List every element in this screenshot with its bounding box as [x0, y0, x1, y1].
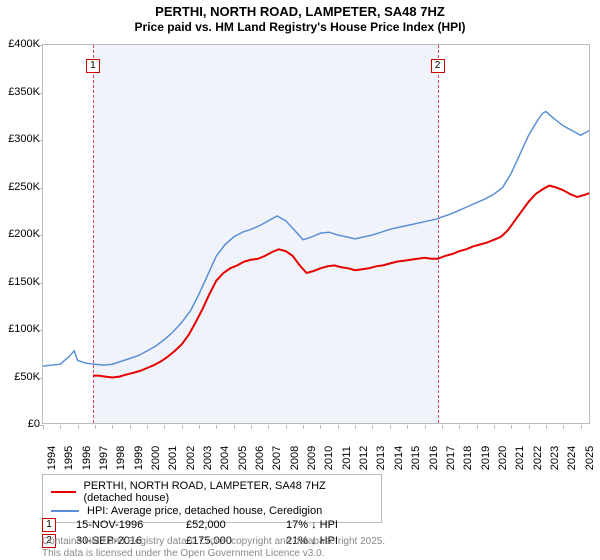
x-tick	[234, 425, 235, 429]
x-tick	[563, 425, 564, 429]
x-tick	[442, 425, 443, 429]
x-tick-label: 2024	[566, 446, 578, 470]
x-tick	[216, 425, 217, 429]
x-tick-label: 1999	[133, 446, 145, 470]
x-tick	[511, 425, 512, 429]
x-tick-label: 2004	[219, 446, 231, 470]
x-tick-label: 2013	[375, 446, 387, 470]
x-tick	[338, 425, 339, 429]
x-tick	[425, 425, 426, 429]
x-tick	[164, 425, 165, 429]
x-tick	[147, 425, 148, 429]
x-tick	[182, 425, 183, 429]
plot-area: 12	[42, 44, 590, 424]
x-tick	[78, 425, 79, 429]
title-line1: PERTHI, NORTH ROAD, LAMPETER, SA48 7HZ	[0, 4, 600, 19]
x-tick-label: 2012	[358, 446, 370, 470]
x-tick	[268, 425, 269, 429]
y-tick-label: £350K	[0, 86, 40, 98]
x-tick	[130, 425, 131, 429]
footnote-date: 15-NOV-1996	[76, 519, 186, 531]
y-tick-label: £200K	[0, 228, 40, 240]
x-tick-label: 2010	[323, 446, 335, 470]
y-tick-label: £0	[0, 418, 40, 430]
y-tick-label: £400K	[0, 38, 40, 50]
x-tick-label: 2002	[185, 446, 197, 470]
x-tick-label: 2007	[271, 446, 283, 470]
x-tick-label: 2011	[341, 446, 353, 470]
x-tick	[320, 425, 321, 429]
x-tick	[372, 425, 373, 429]
x-tick-label: 2015	[410, 446, 422, 470]
legend-swatch	[51, 510, 79, 512]
x-tick	[494, 425, 495, 429]
series-price_paid	[93, 186, 589, 378]
y-tick-label: £50K	[0, 371, 40, 383]
copyright: Contains HM Land Registry data © Crown c…	[42, 536, 385, 560]
x-tick-label: 1998	[115, 446, 127, 470]
x-tick-label: 2000	[150, 446, 162, 470]
x-tick	[459, 425, 460, 429]
x-tick-label: 1994	[46, 446, 58, 470]
x-tick-label: 2023	[549, 446, 561, 470]
legend-label: PERTHI, NORTH ROAD, LAMPETER, SA48 7HZ (…	[84, 480, 374, 504]
x-tick-label: 1997	[98, 446, 110, 470]
footnote-num-box: 1	[42, 518, 56, 532]
x-tick-label: 2009	[306, 446, 318, 470]
x-tick	[407, 425, 408, 429]
y-tick-label: £100K	[0, 323, 40, 335]
x-tick-label: 2003	[202, 446, 214, 470]
x-tick	[112, 425, 113, 429]
footnote-row: 1 15-NOV-1996£52,00017% ↓ HPI	[42, 518, 366, 532]
x-tick-label: 2016	[428, 446, 440, 470]
x-tick	[43, 425, 44, 429]
x-tick-label: 2005	[237, 446, 249, 470]
x-tick	[251, 425, 252, 429]
x-tick-label: 2006	[254, 446, 266, 470]
x-tick	[60, 425, 61, 429]
footnote-pct: 17% ↓ HPI	[286, 519, 366, 531]
x-tick-label: 1995	[63, 446, 75, 470]
x-tick-label: 2008	[289, 446, 301, 470]
x-tick	[303, 425, 304, 429]
x-tick	[355, 425, 356, 429]
x-tick-label: 2021	[514, 446, 526, 470]
x-tick	[529, 425, 530, 429]
y-tick-label: £150K	[0, 276, 40, 288]
chart-container: PERTHI, NORTH ROAD, LAMPETER, SA48 7HZ P…	[0, 0, 600, 560]
x-tick	[199, 425, 200, 429]
legend-row: PERTHI, NORTH ROAD, LAMPETER, SA48 7HZ (…	[51, 480, 373, 504]
legend-swatch	[51, 491, 76, 493]
series-hpi	[43, 112, 589, 367]
series-svg	[43, 45, 591, 425]
x-tick-label: 2025	[584, 446, 596, 470]
x-tick-label: 2014	[393, 446, 405, 470]
x-tick	[546, 425, 547, 429]
x-tick	[286, 425, 287, 429]
x-tick-label: 2017	[445, 446, 457, 470]
footnote-price: £52,000	[186, 519, 286, 531]
copyright-line2: This data is licensed under the Open Gov…	[42, 548, 385, 560]
y-tick-label: £300K	[0, 133, 40, 145]
title-line2: Price paid vs. HM Land Registry's House …	[0, 20, 600, 34]
x-tick-label: 2018	[462, 446, 474, 470]
x-tick	[390, 425, 391, 429]
x-tick-label: 2001	[167, 446, 179, 470]
x-tick-label: 2022	[532, 446, 544, 470]
x-tick	[477, 425, 478, 429]
x-tick-label: 2020	[497, 446, 509, 470]
title-block: PERTHI, NORTH ROAD, LAMPETER, SA48 7HZ P…	[0, 0, 600, 34]
x-tick	[581, 425, 582, 429]
x-tick-label: 1996	[81, 446, 93, 470]
copyright-line1: Contains HM Land Registry data © Crown c…	[42, 536, 385, 548]
x-tick	[95, 425, 96, 429]
y-tick-label: £250K	[0, 181, 40, 193]
x-tick-label: 2019	[480, 446, 492, 470]
